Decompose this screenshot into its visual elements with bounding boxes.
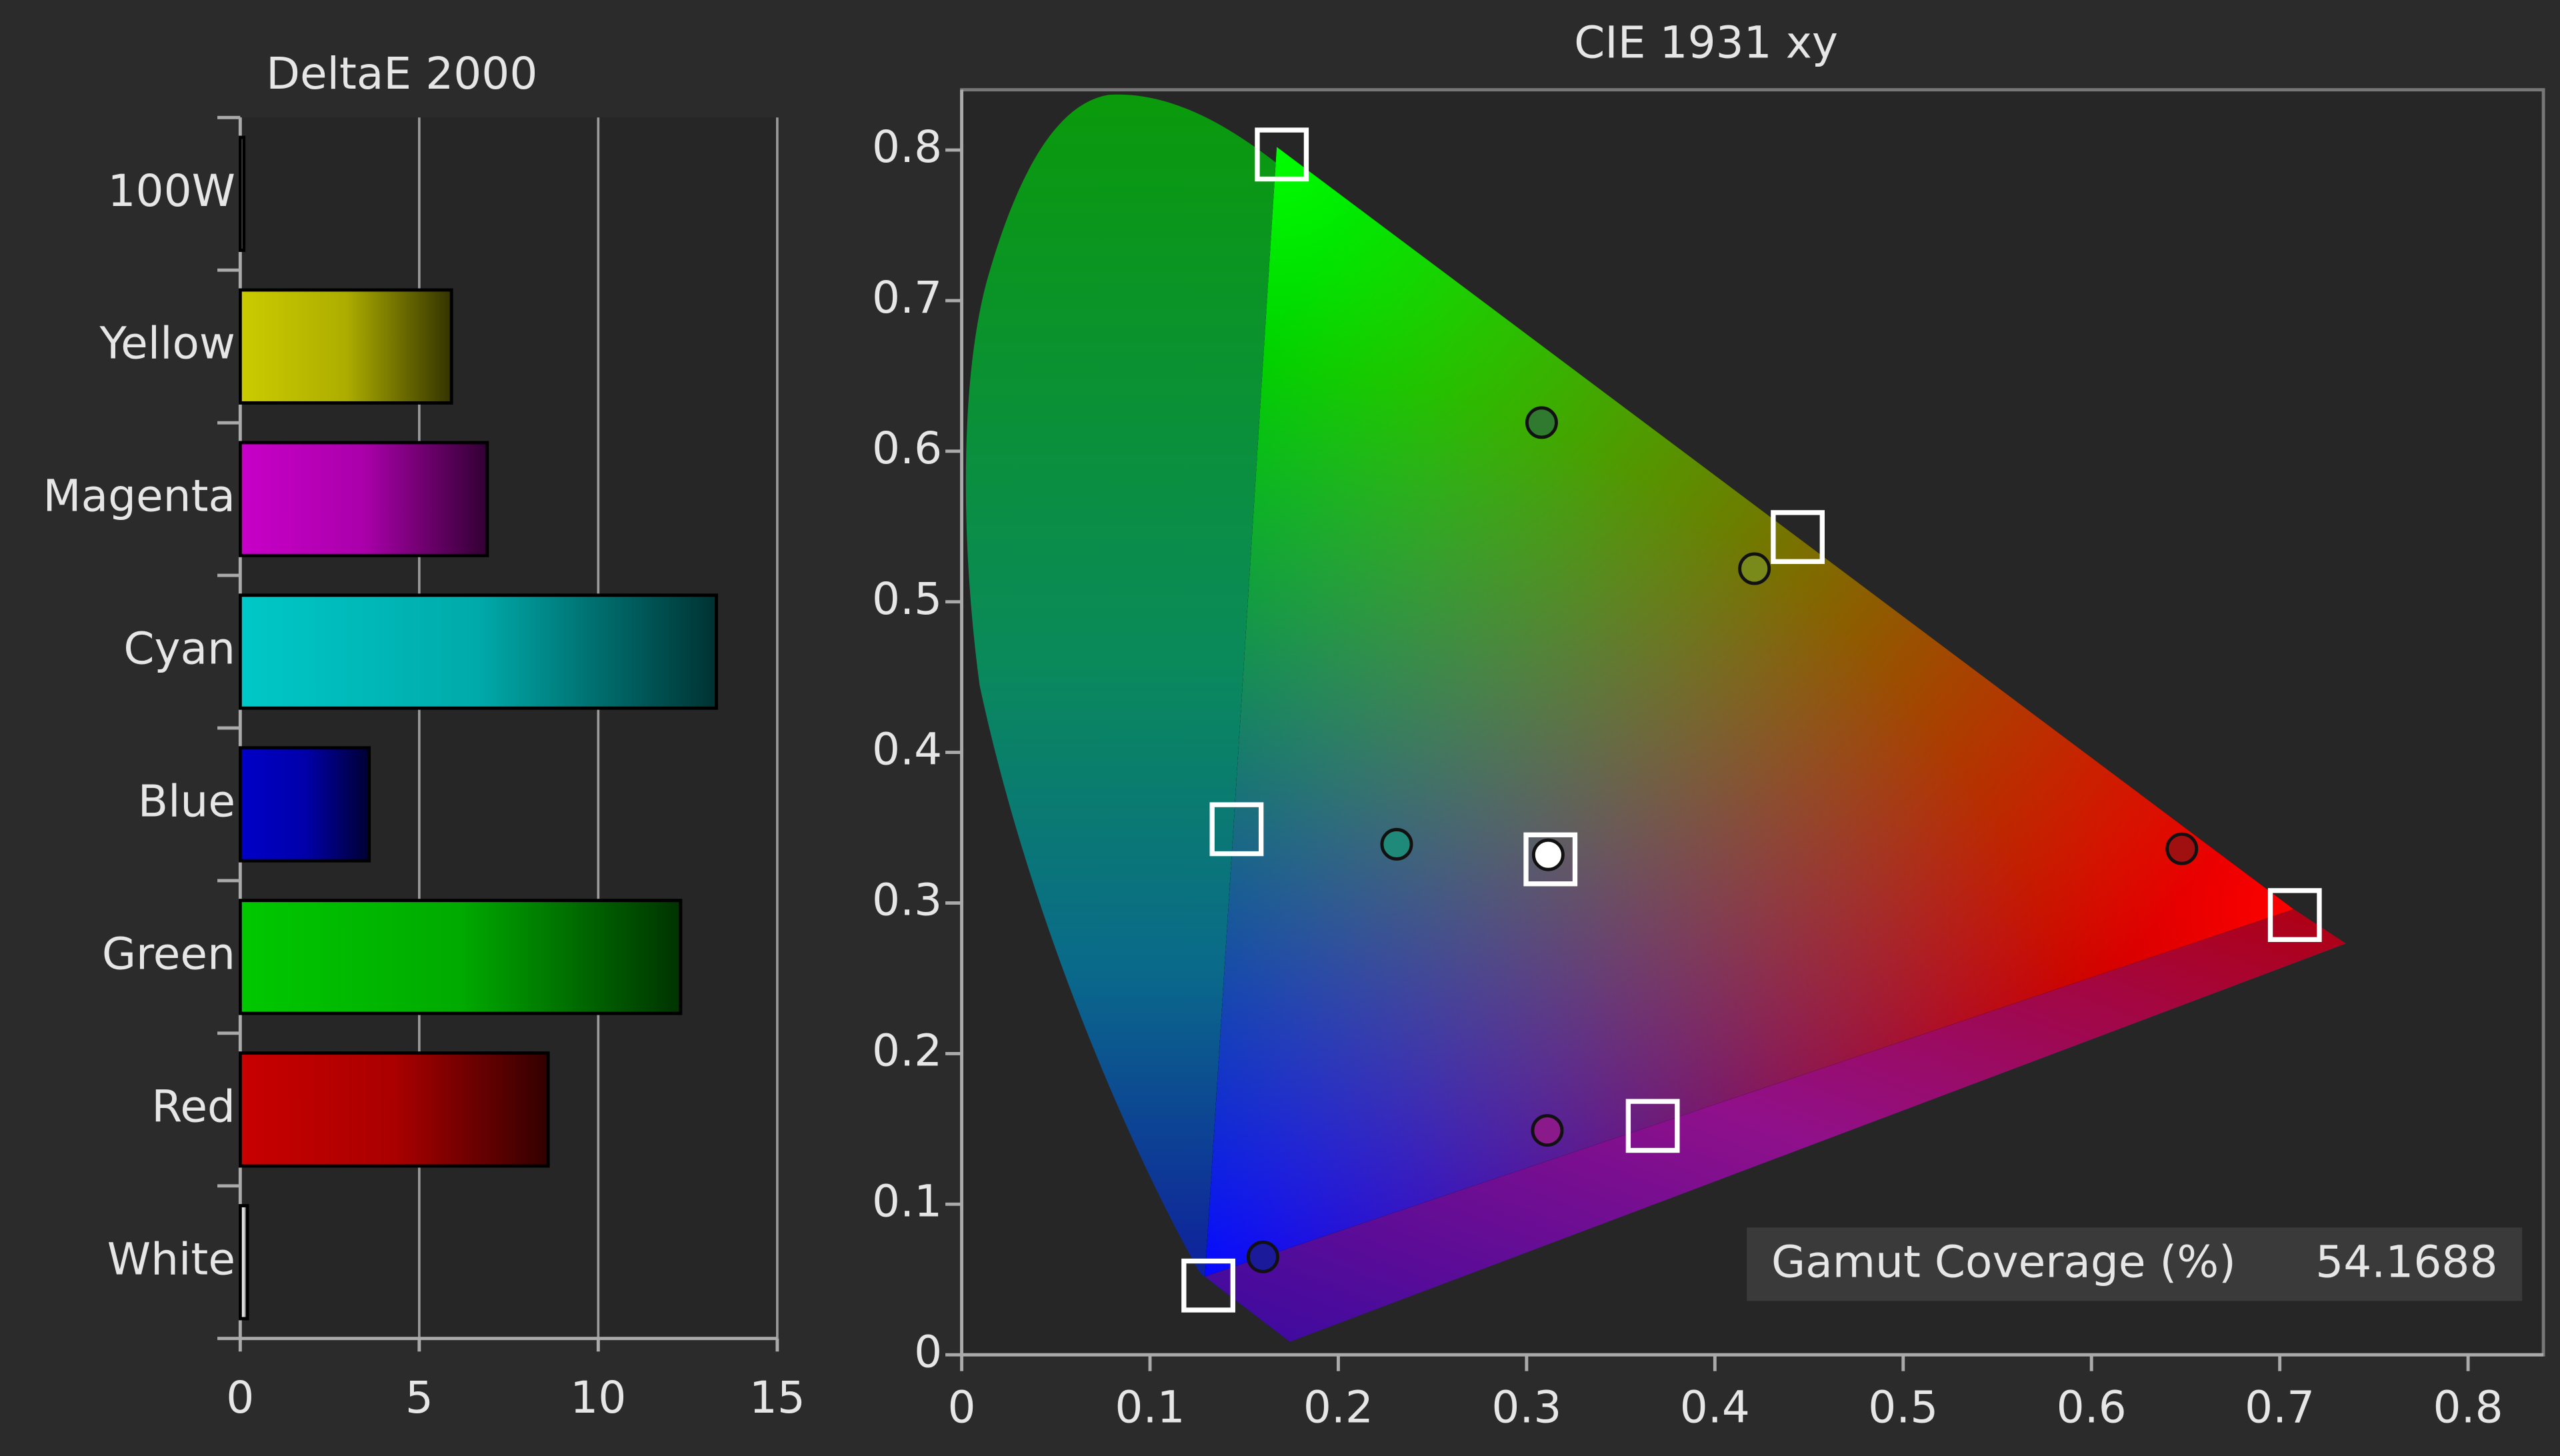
bar (238, 441, 489, 557)
x-tick-label: 0.7 (2245, 1382, 2315, 1433)
measured-marker (1380, 827, 1413, 861)
x-tick-label: 0.4 (1680, 1382, 1750, 1433)
y-tick-label: 0.4 (872, 724, 942, 775)
annotation-value: 54.1688 (2315, 1237, 2497, 1288)
y-tick-label: 0 (914, 1326, 942, 1377)
x-tick-label: 0.2 (1303, 1382, 1373, 1433)
bar (238, 1204, 249, 1321)
y-tick-label: Yellow (99, 318, 235, 369)
measured-marker (2165, 832, 2199, 865)
y-tick-label: 0.6 (872, 423, 942, 474)
y-tick-label: 0.3 (872, 875, 942, 926)
annotation-label: Gamut Coverage (%) (1771, 1237, 2236, 1288)
annotation-box (1747, 1227, 2523, 1301)
y-tick-label: White (107, 1233, 235, 1285)
target-marker (2267, 888, 2322, 942)
y-tick-label: Green (102, 928, 235, 979)
x-tick-label: 0.3 (1491, 1382, 1561, 1433)
bar (238, 1051, 550, 1168)
x-tick-label: 0 (226, 1372, 254, 1423)
y-tick-label: Magenta (43, 471, 235, 522)
y-tick-label: 100W (107, 165, 235, 217)
gamut-coverage: Gamut Coverage (%) 54.1688 (1747, 1227, 2523, 1301)
bar (238, 135, 246, 252)
y-tick-label: 0.8 (872, 121, 942, 173)
y-tick-label: 0.7 (872, 272, 942, 323)
y-tick-label: 0.2 (872, 1025, 942, 1076)
y-tick-label: Red (151, 1081, 235, 1132)
target-marker (1255, 127, 1309, 182)
bar-title: DeltaE 2000 (266, 48, 537, 99)
purple-edge (1205, 909, 2346, 1342)
x-tick-label: 0.6 (2057, 1382, 2127, 1433)
x-tick-label: 0.1 (1115, 1382, 1185, 1433)
target-marker (1523, 832, 1578, 887)
measured-marker (1246, 1240, 1279, 1273)
x-tick-label: 0.5 (1868, 1382, 1938, 1433)
target-marker (1181, 1258, 1235, 1313)
measured-marker (1531, 1114, 1564, 1147)
x-tick-label: 5 (405, 1372, 433, 1423)
spectral-locus (965, 94, 2346, 1342)
y-tick-label: Blue (138, 776, 235, 827)
x-tick-label: 0 (948, 1382, 976, 1433)
measured-marker (1531, 838, 1565, 871)
gamut-triangle (1205, 147, 2294, 1277)
measured-marker (1738, 552, 1771, 585)
cie-title: CIE 1931 xy (1574, 17, 1838, 69)
bar (238, 899, 683, 1015)
target-marker (1771, 510, 1825, 564)
x-tick-label: 15 (749, 1372, 805, 1423)
y-tick-label: 0.1 (872, 1175, 942, 1227)
x-tick-label: 10 (570, 1372, 626, 1423)
bar (238, 746, 371, 863)
measured-marker (1525, 406, 1558, 439)
gamut-blue (1205, 147, 2294, 1277)
x-tick-label: 0.8 (2433, 1382, 2503, 1433)
target-marker (1625, 1099, 1680, 1153)
y-tick-label: 0.5 (872, 573, 942, 625)
target-marker (1209, 802, 1264, 857)
bar (238, 593, 719, 710)
bar (238, 288, 453, 405)
y-tick-label: Cyan (123, 623, 235, 675)
